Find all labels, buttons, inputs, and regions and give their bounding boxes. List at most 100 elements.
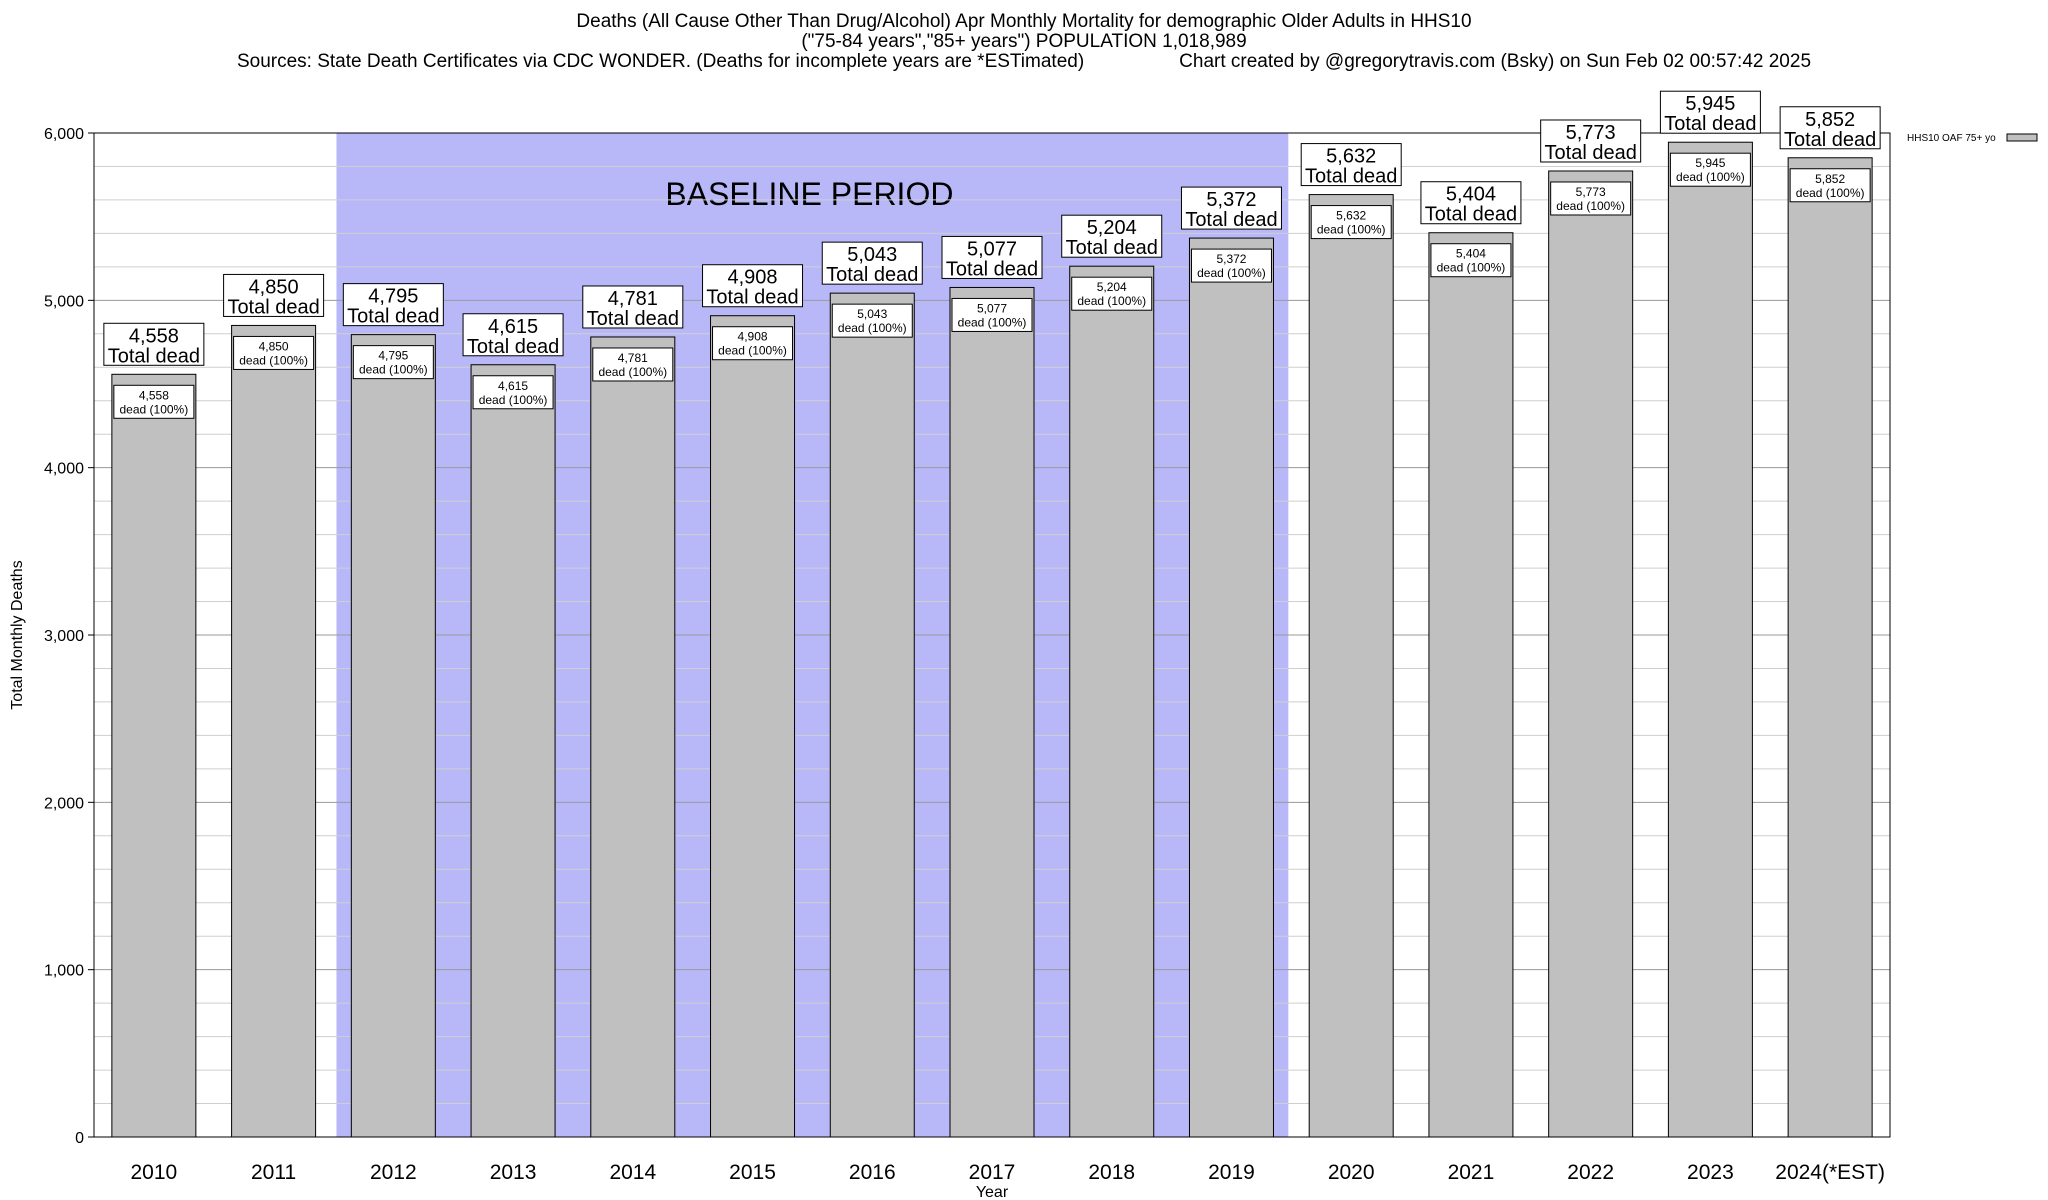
chart-title-block: Deaths (All Cause Other Than Drug/Alcoho… — [0, 12, 2048, 72]
chart-credit: Chart created by @gregorytravis.com (Bsk… — [1179, 51, 1812, 72]
x-tick-label: 2011 — [251, 1161, 296, 1184]
x-tick-label: 2016 — [849, 1161, 896, 1184]
top-label-box — [1540, 119, 1642, 163]
bar-2022 — [1548, 170, 1634, 1138]
inner-label-box — [951, 297, 1033, 332]
top-total-dead-label: Total dead — [1545, 142, 1637, 164]
legend-label: HHS10 OAF 75+ yo — [1907, 133, 1996, 144]
x-tick-label: 2015 — [729, 1161, 776, 1184]
top-value-label: 4,558 — [129, 325, 179, 347]
inner-value-label: 4,558 — [139, 388, 169, 402]
bar-2012 — [350, 334, 436, 1138]
top-label-box — [223, 273, 325, 317]
inner-label-box — [1430, 243, 1512, 278]
inner-value-label: 5,404 — [1456, 247, 1486, 261]
top-total-dead-label: Total dead — [108, 345, 200, 367]
top-label-box — [702, 264, 804, 308]
top-total-dead-label: Total dead — [467, 336, 559, 358]
inner-label-box — [712, 326, 794, 361]
legend-swatch — [2006, 133, 2038, 142]
top-label-box — [1180, 186, 1282, 230]
top-label-box — [821, 241, 923, 285]
inner-value-label: 4,850 — [259, 339, 289, 353]
top-total-dead-label: Total dead — [1425, 204, 1517, 226]
top-label-box — [582, 285, 684, 329]
inner-label-box — [472, 375, 554, 410]
inner-label-box — [1669, 152, 1751, 187]
top-total-dead-label: Total dead — [706, 287, 798, 309]
bar-2021 — [1428, 232, 1514, 1138]
chart-sources-line: Sources: State Death Certificates via CD… — [0, 52, 2048, 72]
inner-label-box — [831, 303, 913, 338]
top-total-dead-label: Total dead — [1066, 237, 1158, 259]
x-tick-label: 2017 — [969, 1161, 1016, 1184]
inner-label-box — [1789, 168, 1871, 203]
y-tick-label: 5,000 — [44, 293, 84, 310]
y-axis-label: Total Monthly Deaths — [9, 560, 26, 709]
inner-label-box — [1310, 205, 1392, 240]
top-total-dead-label: Total dead — [1664, 113, 1756, 135]
inner-value-label: 5,632 — [1336, 209, 1366, 223]
inner-label-box — [592, 347, 674, 382]
top-label-box — [1779, 106, 1881, 150]
x-tick-label: 2022 — [1567, 1161, 1614, 1184]
x-tick-label: 2021 — [1448, 1161, 1495, 1184]
top-value-label: 5,632 — [1326, 146, 1376, 168]
inner-dead-label: dead (100%) — [838, 321, 907, 335]
top-total-dead-label: Total dead — [1305, 166, 1397, 188]
bar-2019 — [1188, 237, 1274, 1138]
top-value-label: 5,852 — [1805, 109, 1855, 131]
axes: 0 1,000 2,000 3,000 4,000 5,000 6,000 2010 2011 2… — [9, 126, 1891, 1200]
x-tick-label: 2013 — [490, 1161, 537, 1184]
y-tick-label: 4,000 — [44, 461, 84, 478]
top-total-dead-label: Total dead — [946, 258, 1038, 280]
y-tick-label: 3,000 — [44, 628, 84, 645]
x-axis-label: Year — [976, 1184, 1009, 1200]
x-tick-label: 2010 — [131, 1161, 178, 1184]
inner-dead-label: dead (100%) — [1317, 223, 1386, 237]
x-tick-label: 2018 — [1088, 1161, 1135, 1184]
inner-dead-label: dead (100%) — [239, 353, 308, 367]
inner-dead-label: dead (100%) — [1796, 186, 1865, 200]
x-tick-label: 2014 — [609, 1161, 656, 1184]
inner-dead-label: dead (100%) — [1556, 199, 1625, 213]
chart-title: Deaths (All Cause Other Than Drug/Alcoho… — [576, 11, 1472, 32]
y-tick-label: 6,000 — [44, 126, 84, 143]
inner-dead-label: dead (100%) — [359, 363, 428, 377]
inner-dead-label: dead (100%) — [958, 315, 1027, 329]
inner-dead-label: dead (100%) — [479, 393, 548, 407]
inner-dead-label: dead (100%) — [718, 344, 787, 358]
bar-2014 — [590, 336, 676, 1138]
top-value-label: 5,404 — [1446, 184, 1496, 206]
y-tick-label: 0 — [75, 1130, 84, 1147]
bar-2013 — [470, 364, 556, 1138]
inner-value-label: 5,945 — [1695, 156, 1725, 170]
bar-2011 — [231, 324, 317, 1138]
inner-dead-label: dead (100%) — [598, 365, 667, 379]
inner-dead-label: dead (100%) — [1676, 170, 1745, 184]
top-value-label: 4,615 — [488, 316, 538, 338]
top-value-label: 5,204 — [1087, 217, 1137, 239]
bar-2020 — [1308, 194, 1394, 1138]
top-total-dead-label: Total dead — [1784, 129, 1876, 151]
inner-label-box — [1071, 276, 1153, 311]
inner-dead-label: dead (100%) — [120, 402, 189, 416]
top-total-dead-label: Total dead — [1185, 209, 1277, 231]
inner-value-label: 5,372 — [1216, 252, 1246, 266]
bars — [111, 141, 1873, 1138]
inner-value-label: 4,908 — [738, 330, 768, 344]
bar-2017 — [949, 286, 1035, 1138]
top-label-box — [462, 313, 564, 357]
top-label-box — [103, 322, 205, 366]
inner-value-label: 5,204 — [1097, 280, 1127, 294]
top-value-label: 4,850 — [249, 276, 299, 298]
top-total-dead-label: Total dead — [826, 264, 918, 286]
inner-value-label: 4,795 — [378, 349, 408, 363]
chart-sources: Sources: State Death Certificates via CD… — [236, 51, 1085, 72]
x-tick-label: 2024(*EST) — [1775, 1161, 1885, 1184]
inner-label-box — [1190, 248, 1272, 283]
inner-dead-label: dead (100%) — [1437, 261, 1506, 275]
inner-value-label: 5,773 — [1576, 185, 1606, 199]
